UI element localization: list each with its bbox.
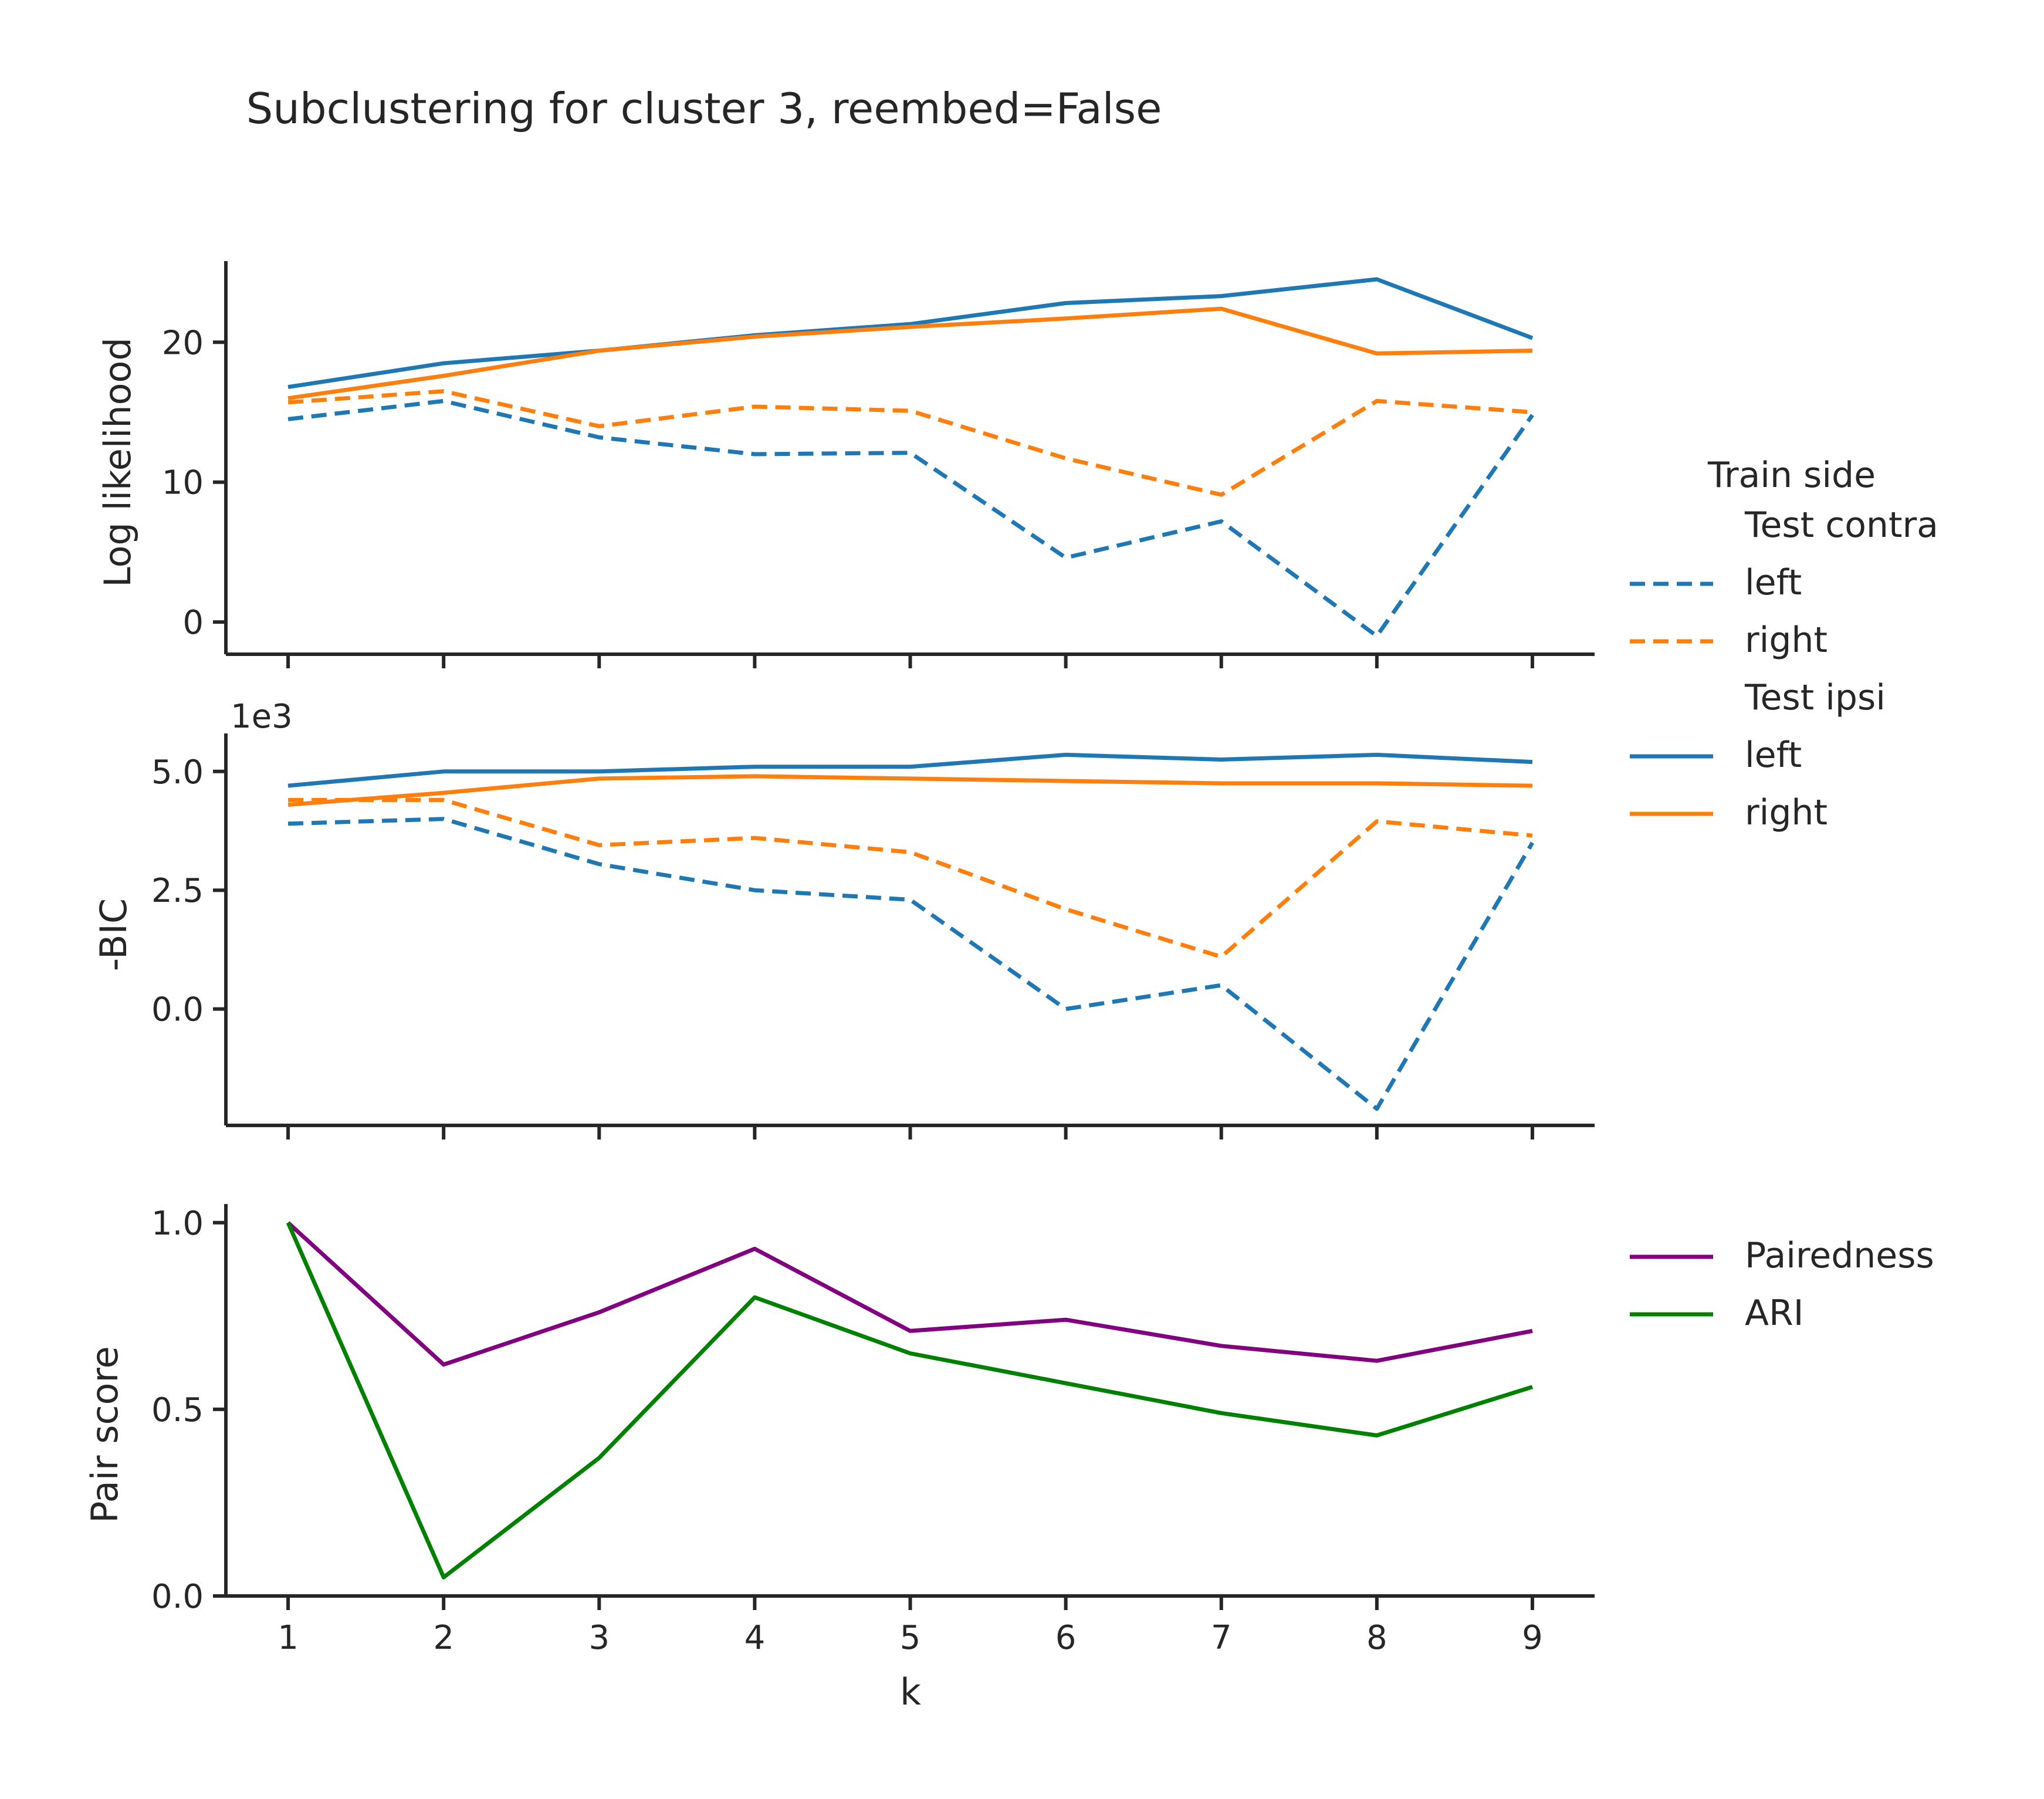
legend-bottom-entry-label: Pairedness xyxy=(1745,1235,1934,1276)
pair-y-tick-label: 0.5 xyxy=(151,1391,204,1429)
legend-bottom-entry-label: ARI xyxy=(1745,1293,1803,1334)
x-tick-label: 9 xyxy=(1522,1619,1543,1657)
bic-series-layer xyxy=(287,752,1535,1111)
x-tick-label: 7 xyxy=(1211,1619,1232,1657)
ll-series-layer xyxy=(287,277,1534,638)
pair-series-1-line xyxy=(286,1222,1534,1580)
bic-offset-label: 1e3 xyxy=(231,698,293,736)
legend-top-group-header: Test contra xyxy=(1744,505,1938,546)
panel-bic: 0.0 2.5 5.0 1e3 -BIC xyxy=(92,698,1595,1139)
ll-series-1-line xyxy=(287,389,1533,497)
pair-ylabel: Pair score xyxy=(83,1346,126,1523)
pair-series-layer xyxy=(286,1221,1534,1580)
ll-y-tick-label: 10 xyxy=(162,464,204,502)
legend-top-entry-label: right xyxy=(1745,620,1828,661)
legend-title: Train side xyxy=(1707,455,1876,496)
x-tick-label: 3 xyxy=(588,1619,610,1657)
panel-log-likelihood: 0 10 20 Log likelihood xyxy=(96,261,1595,668)
pair-axis-layer: 0.0 0.5 1.0 1 2 3 4 5 6 7 8 9 xyxy=(151,1204,1595,1657)
bic-ylabel: -BIC xyxy=(92,898,135,971)
x-tick-label: 4 xyxy=(744,1619,766,1657)
ll-series-2-line xyxy=(287,277,1534,390)
legend-pair-score: Pairedness ARI xyxy=(1630,1235,1934,1334)
ll-series-3-line xyxy=(287,306,1533,401)
pair-y-tick-label: 1.0 xyxy=(151,1205,204,1243)
legend-top-entry-label: left xyxy=(1745,735,1802,776)
legend-top-entry-label: left xyxy=(1745,562,1802,603)
pair-y-tick-label: 0.0 xyxy=(151,1578,204,1616)
ll-y-tick-label: 0 xyxy=(182,604,204,642)
panel-pair-score: 0.0 0.5 1.0 1 2 3 4 5 6 7 8 9 Pair score k xyxy=(83,1204,1595,1713)
legend-top-entries: Test contra left right Test ipsi left right xyxy=(1630,505,1938,833)
x-axis-label: k xyxy=(900,1671,921,1713)
figure-title: Subclustering for cluster 3, reembed=Fal… xyxy=(246,84,1162,133)
bic-series-3-line xyxy=(287,774,1533,807)
bic-series-2-line xyxy=(287,752,1533,788)
pair-series-0-line xyxy=(286,1221,1533,1367)
ll-ylabel: Log likelihood xyxy=(96,337,139,587)
bic-series-0-line xyxy=(287,817,1535,1111)
x-tick-label: 8 xyxy=(1366,1619,1388,1657)
ll-axis-layer: 0 10 20 xyxy=(162,261,1595,668)
x-tick-label: 6 xyxy=(1055,1619,1077,1657)
bic-axis-layer: 0.0 2.5 5.0 xyxy=(151,733,1595,1139)
bic-y-tick-label: 0.0 xyxy=(151,991,204,1029)
legend-top-group-header: Test ipsi xyxy=(1744,677,1886,718)
ll-y-tick-label: 20 xyxy=(162,324,204,362)
ll-series-0-line xyxy=(287,398,1534,638)
bic-y-tick-label: 5.0 xyxy=(151,753,204,792)
x-tick-label: 1 xyxy=(278,1619,299,1657)
bic-y-tick-label: 2.5 xyxy=(151,872,204,910)
x-tick-label: 5 xyxy=(900,1619,921,1657)
legend-train-side: Train side Test contra left right Test ipsi… xyxy=(1630,455,1938,833)
legend-top-entry-label: right xyxy=(1745,792,1828,833)
x-tick-label: 2 xyxy=(433,1619,454,1657)
bic-series-1-line xyxy=(288,797,1533,959)
